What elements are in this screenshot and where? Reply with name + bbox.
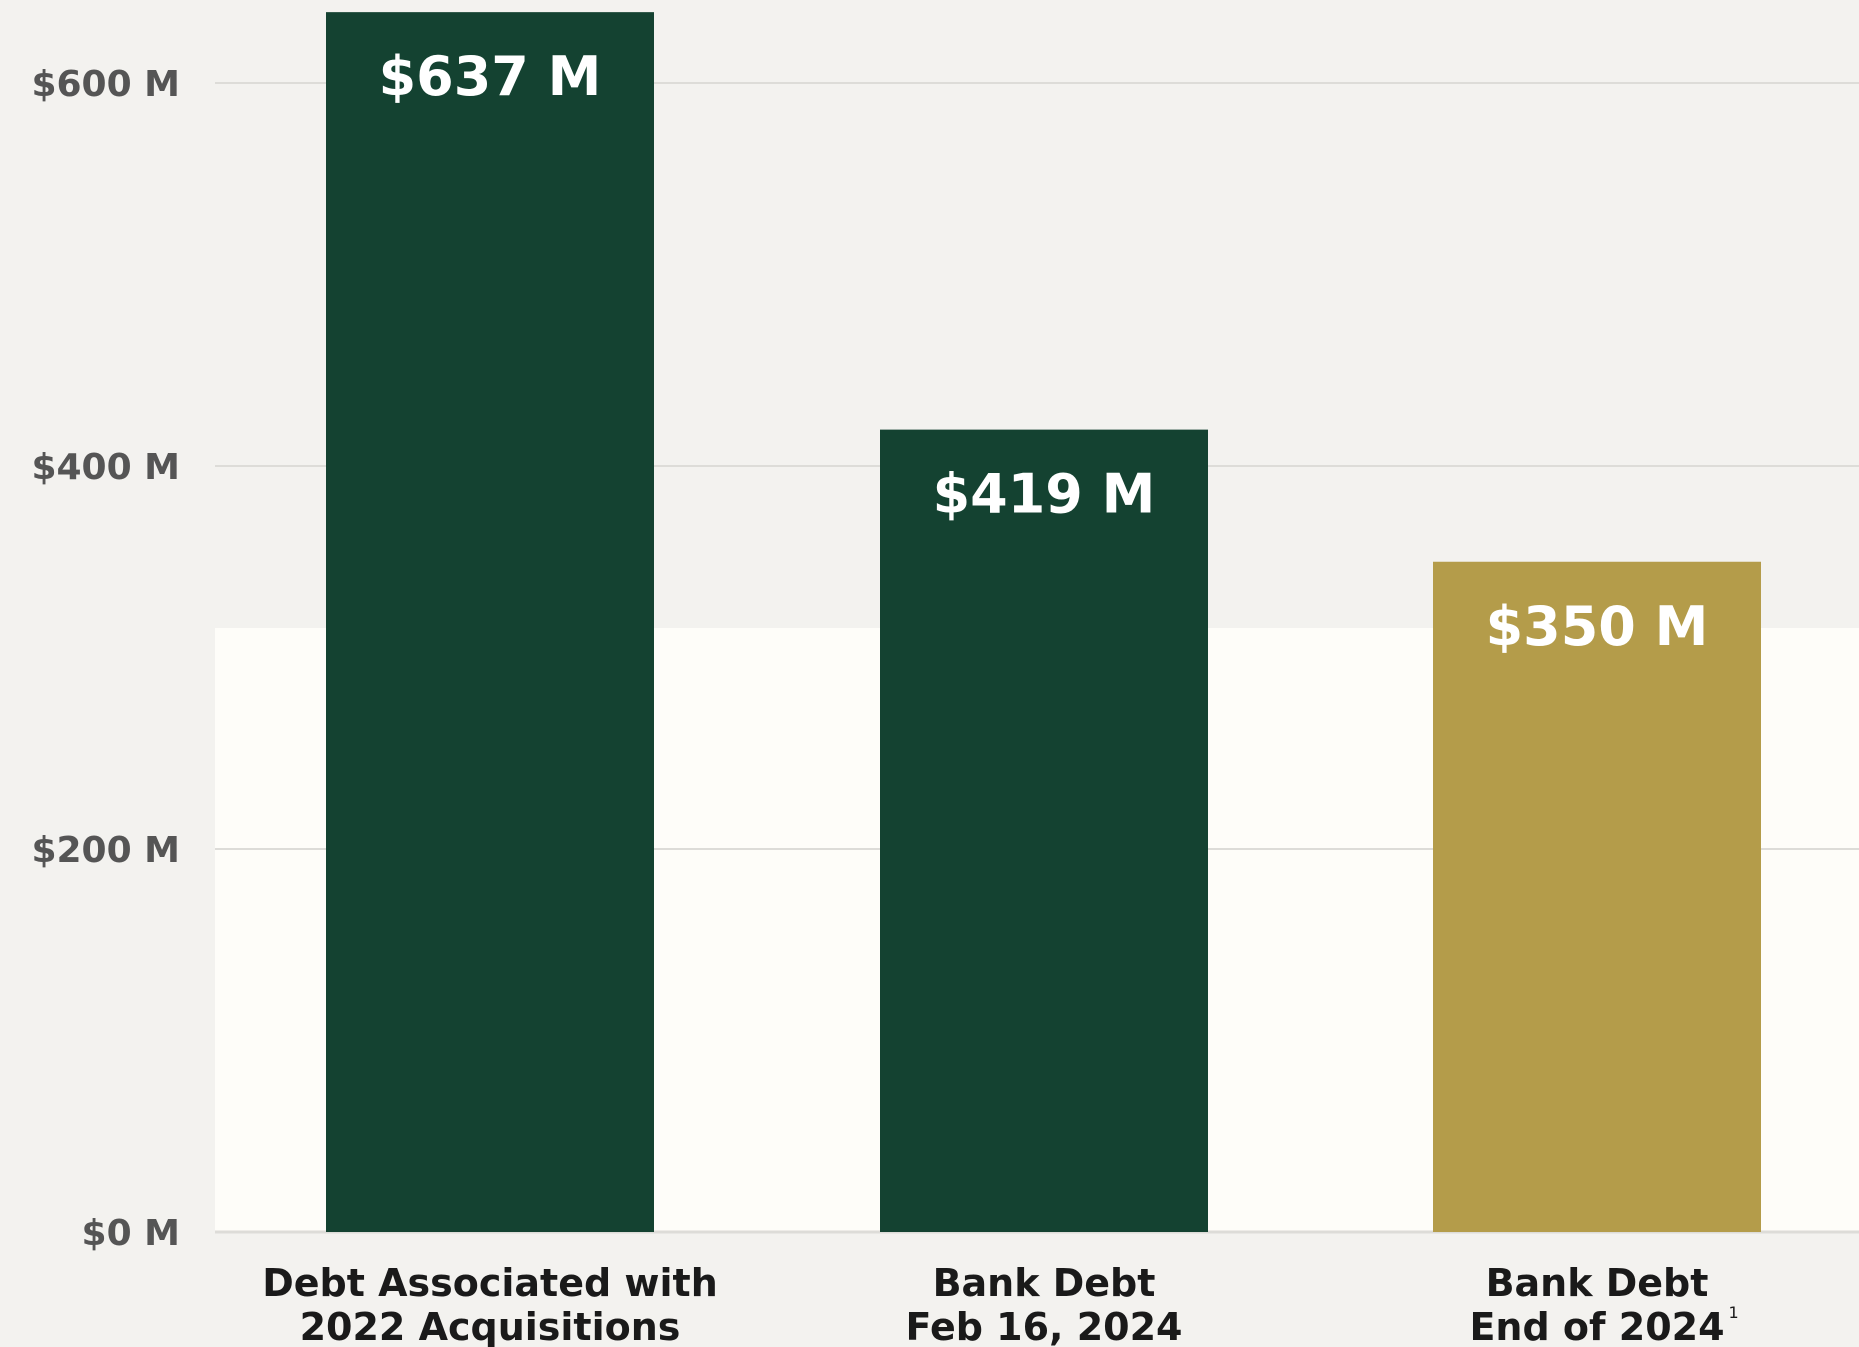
y-tick-label: $200 M [31,830,180,871]
bar-value-label: $419 M [933,463,1156,526]
category-label-line2: End of 2024 [1469,1305,1724,1347]
bar-value-label: $350 M [1486,595,1709,658]
category-label-line1: Debt Associated with [262,1261,718,1305]
bar-value-label: $637 M [379,45,602,108]
category-label-line1: Bank Debt [933,1261,1156,1305]
category-label-line1: Bank Debt [1486,1261,1709,1305]
y-tick-label: $400 M [31,447,180,488]
category-label-line2: Feb 16, 2024 [906,1305,1183,1347]
y-tick-label: $0 M [82,1213,180,1254]
bar [1433,561,1761,1232]
footnote-marker: 1 [1729,1303,1739,1322]
category-label-line2: 2022 Acquisitions [300,1305,681,1347]
bar [326,12,654,1232]
y-tick-label: $600 M [31,64,180,105]
bar [880,429,1208,1232]
